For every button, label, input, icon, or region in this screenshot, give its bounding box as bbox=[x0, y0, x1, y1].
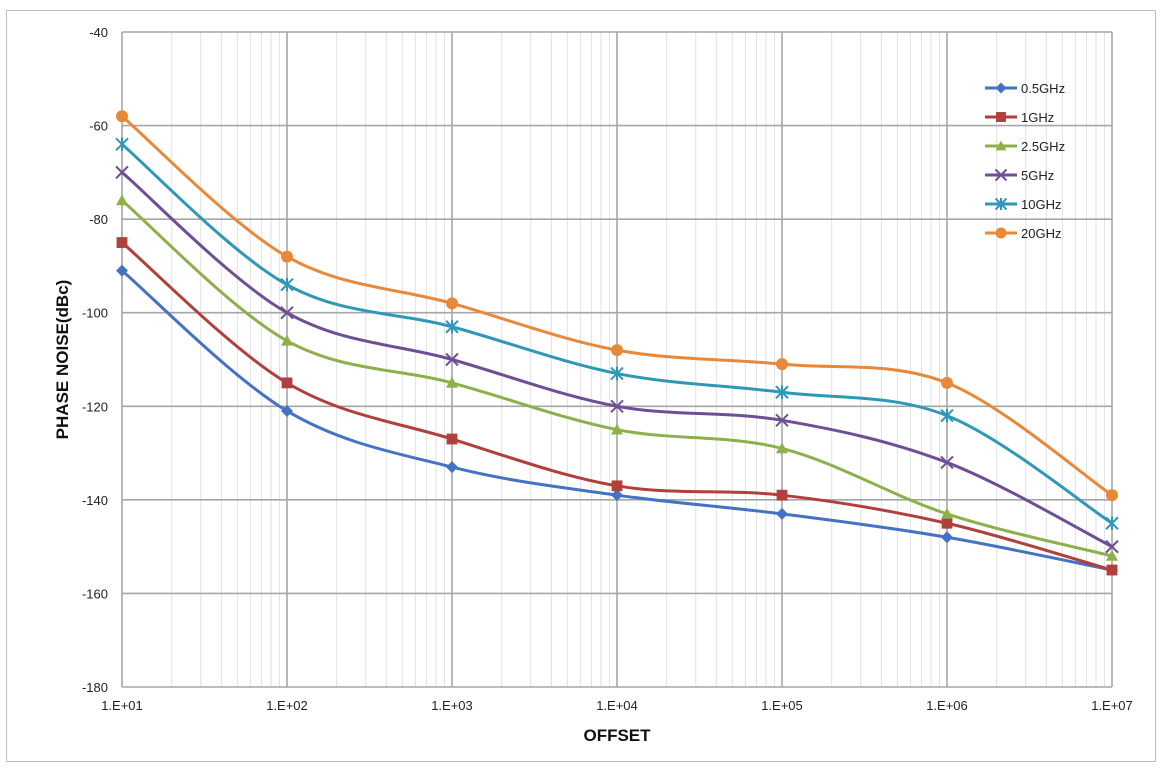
x-tick-labels: 1.E+01 1.E+02 1.E+03 1.E+04 1.E+05 1.E+06 1.E+… bbox=[101, 698, 1133, 713]
data-point bbox=[446, 461, 458, 474]
data-point bbox=[776, 442, 788, 454]
data-point bbox=[116, 110, 128, 123]
data-point bbox=[611, 489, 623, 502]
data-point bbox=[281, 250, 293, 263]
data-point bbox=[996, 112, 1006, 122]
data-point bbox=[941, 507, 953, 519]
legend-label: 5GHz bbox=[1021, 168, 1054, 183]
legend-label: 0.5GHz bbox=[1021, 81, 1065, 96]
y-tick-label: -40 bbox=[89, 25, 108, 40]
data-point bbox=[116, 264, 128, 277]
data-point bbox=[446, 297, 458, 310]
y-tick-labels: -40 -60 -80 -100 -120 -140 -160 -180 bbox=[82, 25, 108, 695]
legend-item: 20GHz bbox=[985, 226, 1061, 241]
data-point bbox=[610, 399, 624, 413]
data-point bbox=[281, 334, 293, 346]
data-point bbox=[1106, 564, 1118, 576]
data-point bbox=[776, 489, 788, 501]
chart-frame bbox=[6, 10, 1156, 762]
data-point bbox=[611, 480, 623, 492]
series-5GHz bbox=[115, 165, 1119, 554]
y-tick-label: -160 bbox=[82, 586, 108, 601]
data-point bbox=[776, 507, 788, 520]
data-point bbox=[940, 408, 954, 423]
minor-gridlines bbox=[171, 32, 1105, 687]
data-point bbox=[115, 137, 129, 151]
data-point bbox=[1105, 516, 1119, 530]
data-point bbox=[995, 140, 1007, 151]
data-point bbox=[446, 433, 458, 445]
data-point bbox=[995, 227, 1007, 239]
data-point bbox=[995, 82, 1007, 94]
series-10GHz bbox=[115, 137, 1119, 530]
data-point bbox=[281, 377, 293, 389]
data-point bbox=[940, 455, 954, 470]
data-point bbox=[941, 376, 953, 389]
data-point bbox=[611, 344, 623, 357]
legend-item: 0.5GHz bbox=[985, 81, 1065, 96]
series-layer bbox=[115, 110, 1119, 577]
data-point bbox=[1106, 489, 1118, 502]
data-point bbox=[445, 352, 459, 367]
series-20GHz bbox=[116, 110, 1118, 502]
legend-item: 10GHz bbox=[985, 197, 1061, 212]
data-point bbox=[775, 385, 789, 399]
x-axis-title: OFFSET bbox=[583, 726, 651, 745]
y-axis-title: PHASE NOISE(dBc) bbox=[53, 280, 72, 440]
data-point bbox=[1105, 539, 1119, 554]
legend-label: 2.5GHz bbox=[1021, 139, 1065, 154]
x-tick-label: 1.E+06 bbox=[926, 698, 968, 713]
data-point bbox=[775, 413, 789, 428]
data-point bbox=[994, 168, 1008, 182]
data-point bbox=[280, 277, 294, 292]
y-tick-label: -120 bbox=[82, 399, 108, 414]
y-tick-label: -80 bbox=[89, 212, 108, 227]
legend-item: 1GHz bbox=[985, 110, 1054, 125]
x-tick-label: 1.E+02 bbox=[266, 698, 308, 713]
x-tick-label: 1.E+03 bbox=[431, 698, 473, 713]
data-point bbox=[445, 320, 459, 334]
data-point bbox=[280, 306, 294, 320]
data-point bbox=[281, 404, 293, 417]
data-point bbox=[610, 366, 624, 381]
x-tick-label: 1.E+04 bbox=[596, 698, 638, 713]
y-tick-label: -180 bbox=[82, 680, 108, 695]
legend-item: 5GHz bbox=[985, 168, 1054, 183]
legend-label: 20GHz bbox=[1021, 226, 1061, 241]
legend: 0.5GHz 1GHz 2.5GHz 5GHz 10GHz 20GHz bbox=[985, 81, 1065, 241]
data-point bbox=[116, 194, 128, 206]
x-tick-label: 1.E+01 bbox=[101, 698, 143, 713]
series-1GHz bbox=[116, 237, 1118, 576]
data-point bbox=[116, 237, 128, 248]
x-tick-label: 1.E+07 bbox=[1091, 698, 1133, 713]
data-point bbox=[611, 423, 623, 435]
data-point bbox=[446, 376, 458, 388]
legend-label: 1GHz bbox=[1021, 110, 1054, 125]
data-point bbox=[941, 531, 953, 544]
y-tick-label: -140 bbox=[82, 493, 108, 508]
x-tick-label: 1.E+05 bbox=[761, 698, 803, 713]
y-tick-label: -100 bbox=[82, 306, 108, 321]
legend-label: 10GHz bbox=[1021, 197, 1061, 212]
y-tick-label: -60 bbox=[89, 119, 108, 134]
series-2.5GHz bbox=[116, 194, 1118, 561]
data-point bbox=[115, 165, 129, 180]
data-point bbox=[1106, 550, 1118, 561]
data-point bbox=[941, 517, 953, 529]
data-point bbox=[994, 197, 1008, 211]
legend-item: 2.5GHz bbox=[985, 139, 1065, 154]
data-point bbox=[776, 358, 788, 371]
major-gridlines bbox=[121, 31, 1113, 688]
